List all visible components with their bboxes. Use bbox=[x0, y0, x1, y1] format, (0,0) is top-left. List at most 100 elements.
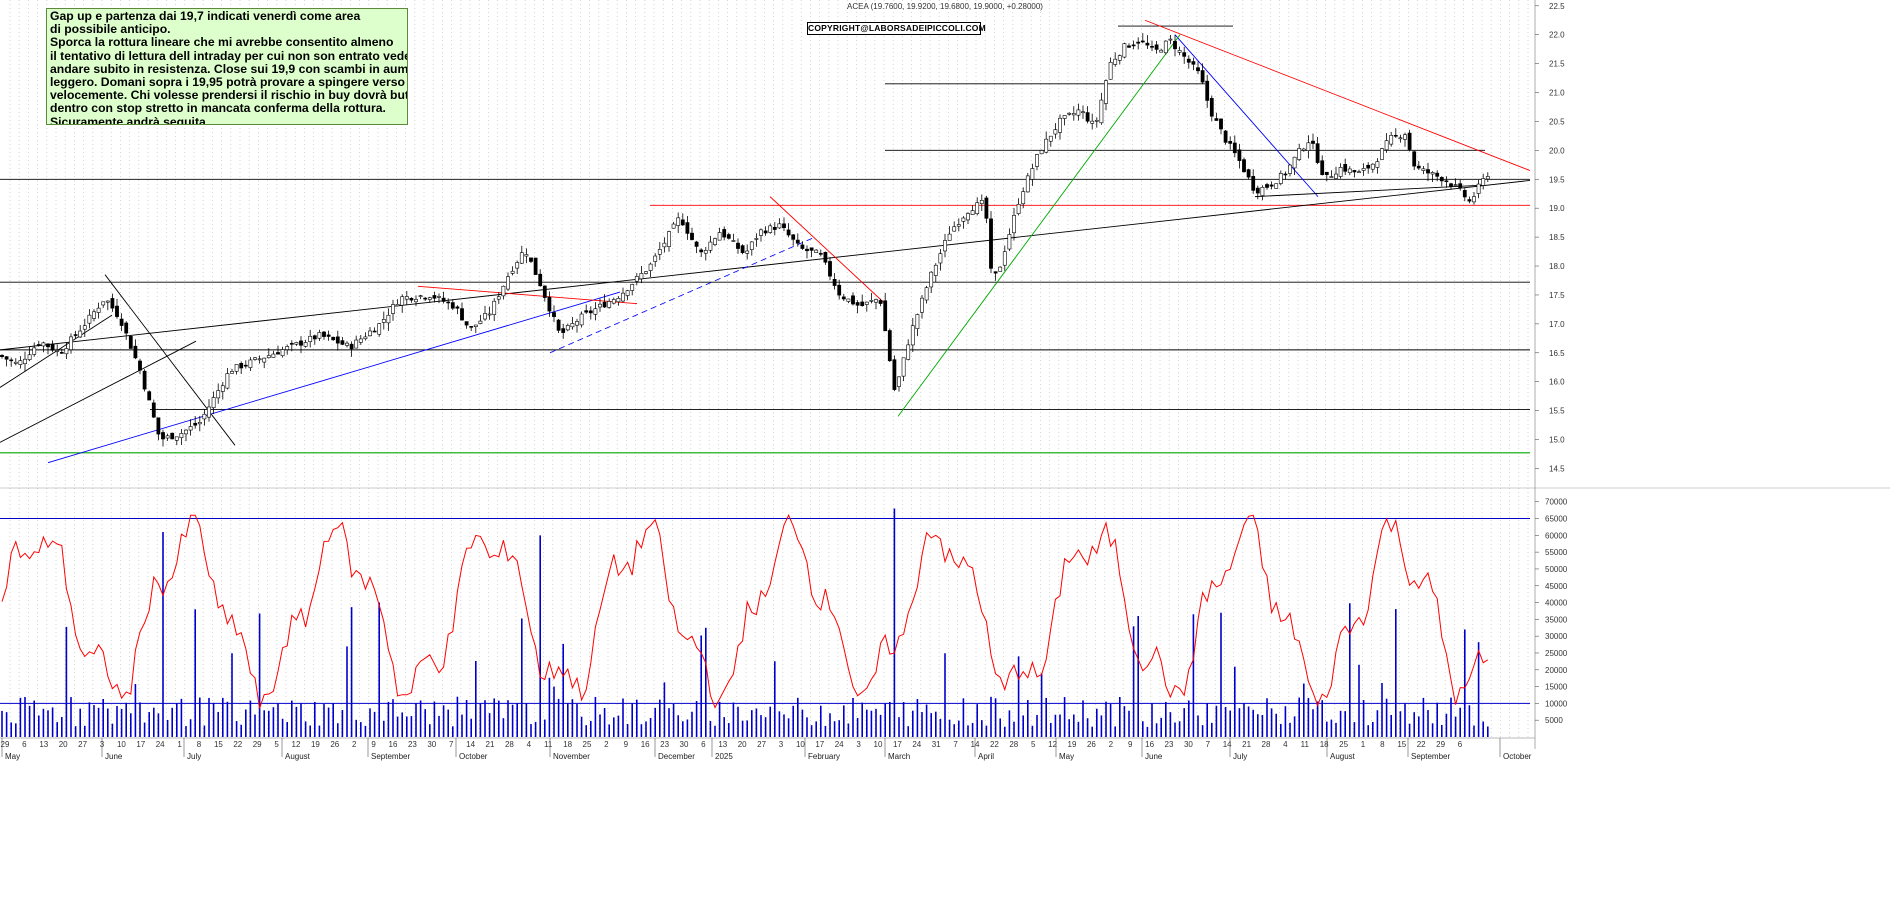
x-day-label: 30 bbox=[680, 740, 689, 749]
y-tick-label: 17.5 bbox=[1549, 291, 1565, 300]
candle-body bbox=[423, 297, 428, 300]
oscillator-line bbox=[1, 513, 1489, 709]
x-day-label: 11 bbox=[544, 740, 553, 749]
candle-body bbox=[1260, 187, 1265, 196]
volume-tick-label: 10000 bbox=[1545, 699, 1568, 708]
candle-body bbox=[1306, 142, 1311, 151]
candle-body bbox=[446, 301, 451, 304]
candle-body bbox=[13, 361, 18, 364]
candle-body bbox=[1117, 55, 1122, 61]
x-day-label: 17 bbox=[893, 740, 902, 749]
candle-body bbox=[147, 391, 152, 401]
candle-body bbox=[883, 300, 888, 332]
candle-body bbox=[1274, 183, 1279, 189]
candle-body bbox=[961, 217, 966, 222]
candle-body bbox=[1242, 159, 1246, 173]
note-line: Sporca la rottura lineare che mi avrebbe… bbox=[50, 35, 394, 50]
candle-body bbox=[432, 295, 437, 299]
x-day-label: 24 bbox=[156, 740, 165, 749]
candle-body bbox=[1136, 41, 1141, 44]
x-day-label: 23 bbox=[408, 740, 417, 749]
candle-body bbox=[860, 301, 865, 307]
candle-body bbox=[754, 238, 759, 240]
x-month-label: May bbox=[1059, 752, 1074, 761]
candle-body bbox=[404, 296, 409, 300]
candle-body bbox=[386, 314, 391, 324]
candle-body bbox=[18, 360, 23, 365]
trend-line bbox=[549, 236, 816, 354]
y-tick-label: 19.5 bbox=[1549, 175, 1565, 184]
candle-body bbox=[662, 242, 667, 248]
candle-body bbox=[644, 271, 648, 274]
x-month-label: March bbox=[888, 752, 910, 761]
candle-body bbox=[372, 330, 377, 333]
candle-body bbox=[920, 297, 924, 313]
candle-body bbox=[1449, 183, 1453, 187]
candle-body bbox=[1292, 156, 1297, 169]
y-tick-label: 18.0 bbox=[1549, 262, 1565, 271]
candle-body bbox=[294, 342, 299, 345]
candle-body bbox=[230, 371, 234, 374]
x-day-label: 16 bbox=[641, 740, 650, 749]
y-tick-label: 15.5 bbox=[1549, 407, 1565, 416]
candle-body bbox=[391, 304, 395, 314]
candle-body bbox=[1361, 168, 1366, 171]
candle-body bbox=[368, 330, 372, 337]
candle-body bbox=[418, 295, 423, 297]
candle-body bbox=[156, 417, 161, 435]
x-day-label: 4 bbox=[527, 740, 532, 749]
candle-body bbox=[1205, 80, 1210, 101]
candle-body bbox=[1182, 52, 1187, 57]
candle-body bbox=[1154, 44, 1159, 50]
candle-body bbox=[1071, 113, 1076, 116]
candle-body bbox=[1380, 148, 1384, 160]
candle-body bbox=[864, 301, 869, 305]
candle-body bbox=[1265, 184, 1269, 188]
candle-body bbox=[1347, 168, 1352, 174]
candle-body bbox=[1007, 234, 1012, 250]
candle-body bbox=[892, 359, 897, 390]
candle-body bbox=[901, 357, 906, 377]
candle-body bbox=[248, 359, 253, 368]
x-day-label: 27 bbox=[78, 740, 87, 749]
axes: 14.5 15.0 15.5 16.0 16.5 17.0 17.5 18.0 18.5 19.0… bbox=[1, 2, 1568, 761]
candle-body bbox=[561, 328, 566, 333]
candle-body bbox=[174, 436, 179, 441]
candle-body bbox=[1283, 173, 1288, 176]
candle-body bbox=[483, 313, 487, 320]
candle-body bbox=[23, 358, 27, 365]
candle-body bbox=[1311, 140, 1315, 144]
x-day-label: 1 bbox=[177, 740, 182, 749]
candle-body bbox=[699, 249, 704, 253]
candle-body bbox=[124, 322, 129, 334]
x-month-label: November bbox=[553, 752, 590, 761]
volume-tick-label: 5000 bbox=[1545, 716, 1563, 725]
candle-body bbox=[308, 335, 313, 342]
copyright-label: COPYRIGHT@LABORSADEIPICCOLI.COM bbox=[807, 22, 986, 35]
x-day-label: 5 bbox=[1031, 740, 1036, 749]
candle-body bbox=[938, 253, 943, 264]
candle-body bbox=[768, 225, 773, 233]
volume-tick-label: 50000 bbox=[1545, 565, 1568, 574]
candle-body bbox=[759, 229, 763, 236]
candle-body bbox=[1297, 148, 1302, 160]
candle-body bbox=[579, 313, 584, 326]
candle-body bbox=[207, 406, 211, 418]
candle-body bbox=[289, 343, 294, 345]
x-day-label: 2 bbox=[604, 740, 609, 749]
candle-body bbox=[943, 240, 947, 252]
candle-body bbox=[1421, 168, 1426, 171]
x-day-label: 19 bbox=[311, 740, 320, 749]
candle-body bbox=[128, 336, 133, 349]
candle-body bbox=[1214, 118, 1219, 121]
candle-body bbox=[1127, 45, 1131, 48]
candle-body bbox=[345, 342, 349, 346]
candle-body bbox=[115, 305, 119, 317]
candle-body bbox=[874, 299, 878, 303]
x-day-label: 27 bbox=[757, 740, 766, 749]
candle-body bbox=[46, 343, 50, 348]
candle-body bbox=[234, 364, 239, 372]
trend-line bbox=[47, 291, 621, 464]
candle-body bbox=[828, 261, 832, 277]
candle-body bbox=[602, 301, 607, 308]
